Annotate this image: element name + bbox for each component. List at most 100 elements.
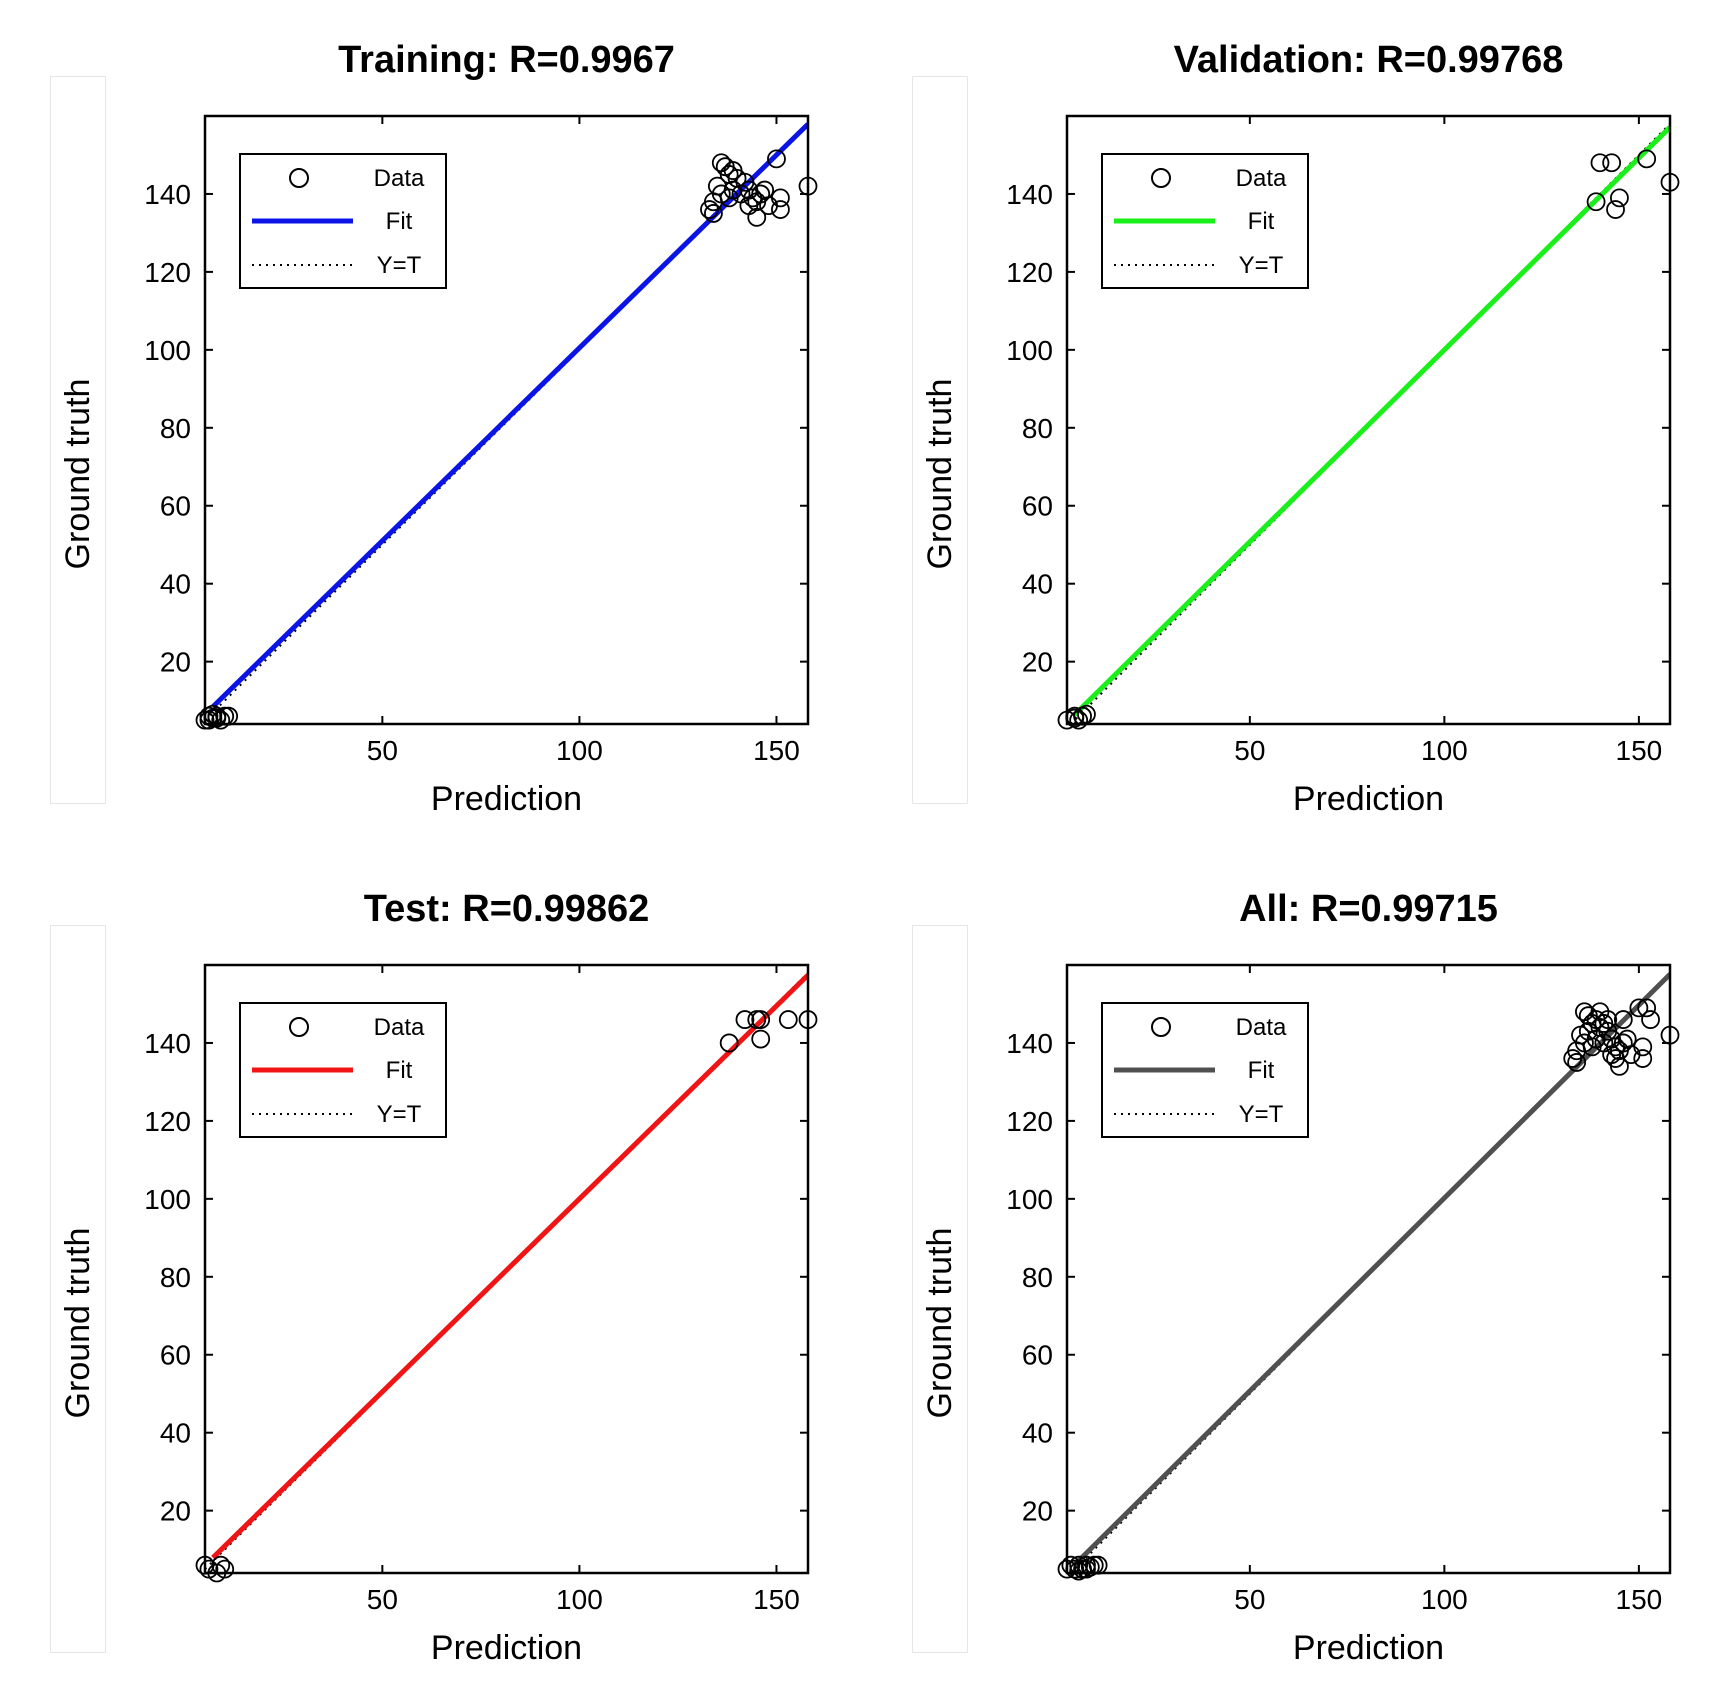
data-point	[199, 710, 219, 730]
chart-title: Training: R=0.9967	[338, 39, 675, 81]
axes-frame	[203, 114, 810, 726]
axes-frame	[1065, 114, 1672, 726]
fit-line	[1073, 125, 1670, 717]
legend: Data Fit Y=T	[1101, 153, 1309, 289]
x-axis-label: Prediction	[431, 1629, 582, 1667]
fit-line	[211, 973, 808, 1560]
y-tick-label: 100	[144, 1184, 191, 1215]
data-point	[1617, 1029, 1637, 1049]
data-point	[207, 708, 227, 728]
y-tick-label: 60	[160, 1340, 191, 1371]
y-tick-label: 20	[1022, 1496, 1053, 1527]
chart-svg-validation: Validation: R=0.99768 50 100 150 20 40 60 80 100…	[921, 39, 1680, 818]
data-point	[1606, 200, 1625, 219]
ylabel-frame	[912, 925, 968, 1653]
x-tick-label: 50	[1234, 735, 1265, 766]
legend-label: Data	[374, 165, 425, 192]
legend-label: Y=T	[1239, 1101, 1284, 1128]
data-point	[1613, 1010, 1633, 1029]
legend-data-marker	[1151, 168, 1171, 188]
y-tick-label: 120	[144, 1106, 191, 1137]
chart-title: Test: R=0.99862	[364, 888, 650, 930]
identity-line	[205, 123, 808, 721]
identity-line	[1070, 123, 1670, 724]
data-point	[1637, 998, 1657, 1018]
y-tick-label: 120	[144, 257, 191, 288]
plot-area	[1070, 123, 1670, 724]
y-tick-label: 140	[144, 179, 191, 210]
chart-panel-validation: Validation: R=0.99768 50 100 150 20 40 60 80 100…	[862, 0, 1724, 849]
data-point	[215, 1559, 235, 1579]
y-tick-label: 20	[160, 1496, 191, 1527]
data-point	[1594, 1014, 1614, 1033]
data-point	[1586, 192, 1606, 212]
chart-svg-training: Training: R=0.9967 50 100 150 20 40 60 80 100 120…	[59, 39, 818, 818]
data-point	[1069, 1561, 1089, 1581]
legend-label: Fit	[1248, 1057, 1275, 1084]
data-point	[747, 207, 767, 227]
y-tick-label: 40	[1022, 569, 1053, 600]
y-tick-label: 60	[1022, 1340, 1053, 1371]
x-tick-label: 150	[1616, 1584, 1663, 1615]
chart-title: All: R=0.99715	[1239, 888, 1498, 930]
y-tick-label: 100	[144, 335, 191, 366]
legend-data-marker	[1151, 1017, 1171, 1037]
data-point	[1610, 188, 1629, 208]
chart-panel-all: All: R=0.99715 50 100 150 20 40 60 80 100 120 140 P…	[862, 849, 1724, 1698]
legend-label: Fit	[386, 208, 413, 235]
data-point	[1641, 1010, 1660, 1029]
ylabel-frame	[50, 76, 106, 804]
chart-panel-test: Test: R=0.99862 50 100 150 20 40 60 80 100 120 140…	[0, 849, 862, 1698]
y-axis-label: Ground truth	[921, 379, 959, 570]
data-point	[719, 1033, 739, 1053]
data-point	[1077, 1559, 1096, 1579]
data-point	[771, 188, 790, 208]
y-tick-label: 40	[1022, 1418, 1053, 1449]
data-point	[1606, 1049, 1625, 1068]
y-tick-label: 120	[1006, 257, 1053, 288]
legend-label: Fit	[1248, 208, 1275, 235]
legend-label: Fit	[386, 1057, 413, 1084]
y-axis-label: Ground truth	[59, 379, 97, 570]
y-tick-label: 100	[1006, 1184, 1053, 1215]
legend: Data Fit Y=T	[1101, 1002, 1309, 1138]
x-tick-label: 150	[753, 1584, 800, 1615]
x-tick-label: 50	[367, 1584, 398, 1615]
x-axis-label: Prediction	[1293, 780, 1444, 818]
x-tick-label: 150	[1616, 735, 1663, 766]
legend-label: Data	[374, 1014, 425, 1041]
legend: Data Fit Y=T	[239, 1002, 447, 1138]
chart-svg-all: All: R=0.99715 50 100 150 20 40 60 80 100 120 140 P…	[921, 888, 1680, 1667]
data-point	[719, 188, 739, 208]
legend-label: Y=T	[1239, 252, 1284, 279]
x-tick-label: 100	[1421, 735, 1468, 766]
y-tick-label: 40	[160, 1418, 191, 1449]
y-tick-label: 80	[1022, 413, 1053, 444]
y-tick-label: 60	[160, 491, 191, 522]
data-point	[1578, 1021, 1598, 1041]
data-point	[1567, 1053, 1587, 1072]
data-point	[723, 161, 743, 180]
data-point	[767, 149, 786, 169]
legend-data-marker	[289, 1017, 309, 1037]
y-tick-label: 100	[1006, 335, 1053, 366]
data-point	[751, 1010, 771, 1029]
data-point	[778, 1010, 798, 1029]
y-tick-label: 140	[1006, 179, 1053, 210]
chart-title: Validation: R=0.99768	[1174, 39, 1564, 81]
plot-area	[205, 972, 808, 1570]
legend-data-marker	[289, 168, 309, 188]
y-tick-label: 20	[1022, 647, 1053, 678]
x-tick-label: 50	[367, 735, 398, 766]
data-point	[704, 204, 723, 223]
y-tick-label: 140	[144, 1028, 191, 1059]
x-axis-label: Prediction	[431, 780, 582, 818]
y-tick-label: 80	[160, 413, 191, 444]
x-tick-label: 100	[556, 735, 603, 766]
chart-svg-test: Test: R=0.99862 50 100 150 20 40 60 80 100 120 140…	[59, 888, 818, 1667]
legend-label: Y=T	[377, 252, 422, 279]
fit-line	[1073, 972, 1670, 1567]
legend-label: Data	[1236, 1014, 1287, 1041]
data-point	[771, 200, 790, 219]
y-tick-label: 60	[1022, 491, 1053, 522]
